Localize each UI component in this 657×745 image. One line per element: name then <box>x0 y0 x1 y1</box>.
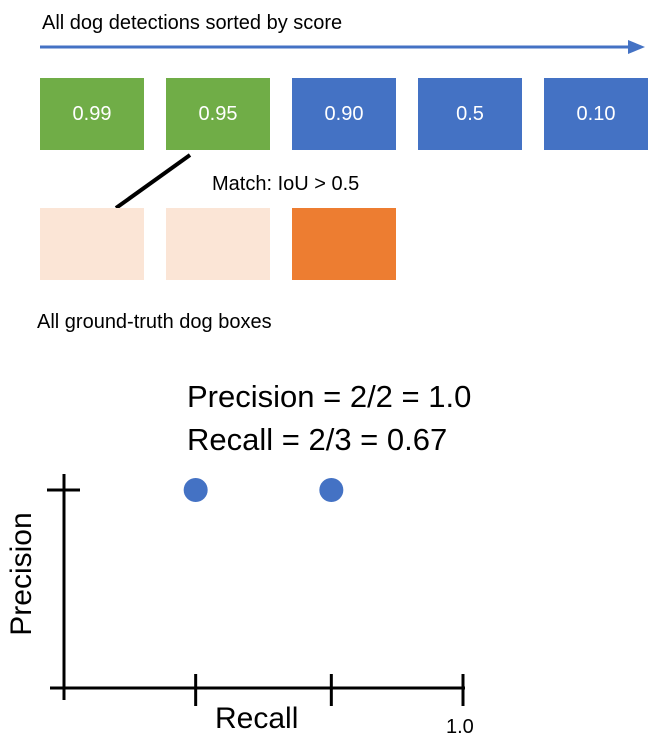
detection-score: 0.90 <box>324 102 364 125</box>
detection-score: 0.99 <box>72 102 112 125</box>
recall-metric: Recall = 2/3 = 0.67 <box>187 422 448 457</box>
detection-score: 0.10 <box>576 102 616 125</box>
match-connector-line <box>114 153 192 210</box>
gt-box-2 <box>166 208 270 280</box>
gt-title: All ground-truth dog boxes <box>37 311 272 333</box>
x-tick-label-max: 1.0 <box>446 716 474 738</box>
detection-box-5: 0.10 <box>544 78 648 150</box>
precision-metric: Precision = 2/2 = 1.0 <box>187 379 472 414</box>
data-point-1 <box>183 478 208 502</box>
detection-box-3: 0.90 <box>292 78 396 150</box>
detection-box-2: 0.95 <box>166 78 270 150</box>
detection-box-1: 0.99 <box>40 78 144 150</box>
gt-box-3 <box>292 208 396 280</box>
data-points <box>183 478 344 502</box>
detection-score: 0.5 <box>456 102 484 125</box>
detection-score: 0.95 <box>198 102 238 125</box>
x-ticks <box>194 674 465 706</box>
y-axis-label: Precision <box>5 512 38 636</box>
gt-box-1 <box>40 208 144 280</box>
score-arrow-head <box>628 40 645 54</box>
x-axis-label: Recall <box>215 702 299 735</box>
detection-box-4: 0.5 <box>418 78 522 150</box>
detections-title: All dog detections sorted by score <box>42 12 343 34</box>
data-point-2 <box>319 478 344 502</box>
match-label: Match: IoU > 0.5 <box>212 173 360 195</box>
